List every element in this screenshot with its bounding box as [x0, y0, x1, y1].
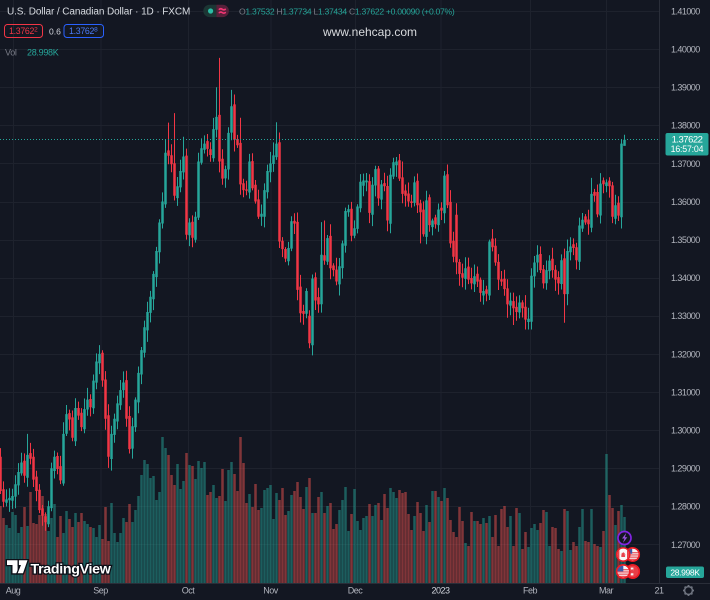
svg-text:www.nehcap.com: www.nehcap.com — [322, 25, 417, 39]
svg-text:0.6: 0.6 — [49, 27, 61, 37]
svg-text:1.29000: 1.29000 — [671, 464, 700, 474]
svg-text:16:57:04: 16:57:04 — [671, 144, 704, 154]
svg-text:1.37622: 1.37622 — [9, 26, 38, 36]
svg-text:1.34000: 1.34000 — [671, 273, 700, 283]
svg-text:Nov: Nov — [263, 586, 279, 596]
svg-text:1.33000: 1.33000 — [671, 311, 700, 321]
svg-text:Sep: Sep — [93, 586, 108, 596]
svg-text:1.37622: 1.37622 — [672, 134, 703, 145]
svg-text:Dec: Dec — [348, 586, 364, 596]
svg-text:Aug: Aug — [6, 586, 21, 596]
svg-text:21: 21 — [654, 586, 664, 596]
svg-text:TradingView: TradingView — [31, 562, 112, 578]
svg-text:U.S. Dollar / Canadian Dollar: U.S. Dollar / Canadian Dollar · 1D · FXC… — [7, 7, 190, 18]
svg-text:1.37000: 1.37000 — [671, 159, 700, 169]
svg-text:1.32000: 1.32000 — [671, 349, 700, 359]
svg-text:1.28000: 1.28000 — [671, 502, 700, 512]
svg-text:1.40000: 1.40000 — [671, 45, 700, 55]
svg-text:2023: 2023 — [431, 586, 450, 596]
svg-text:1.41000: 1.41000 — [671, 6, 700, 16]
svg-text:1.35000: 1.35000 — [671, 235, 700, 245]
svg-text:1.38000: 1.38000 — [671, 121, 700, 131]
svg-text:1.27000: 1.27000 — [671, 540, 700, 550]
svg-text:1.30000: 1.30000 — [671, 426, 700, 436]
svg-text:Vol: Vol — [5, 48, 17, 58]
svg-text:Feb: Feb — [523, 586, 538, 596]
svg-text:Mar: Mar — [599, 586, 614, 596]
svg-text:1.31000: 1.31000 — [671, 387, 700, 397]
svg-text:1.39000: 1.39000 — [671, 83, 700, 93]
svg-text:28.998K: 28.998K — [670, 568, 700, 578]
svg-text:1.36000: 1.36000 — [671, 197, 700, 207]
svg-text:Oct: Oct — [182, 586, 196, 596]
svg-text:28.998K: 28.998K — [27, 48, 59, 58]
svg-text:1.37628: 1.37628 — [69, 26, 98, 36]
svg-text:O1.37532 H1.37734 L1.37434: O1.37532 H1.37734 L1.37434 C1.37622 +0.0… — [239, 7, 455, 17]
